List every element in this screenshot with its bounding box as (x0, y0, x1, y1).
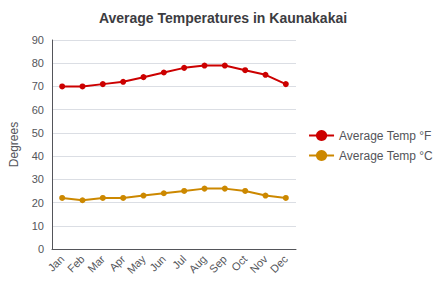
svg-text:Jan: Jan (45, 253, 66, 274)
svg-text:Oct: Oct (229, 253, 250, 274)
svg-text:10: 10 (32, 220, 44, 232)
svg-text:May: May (125, 252, 149, 276)
svg-text:Jul: Jul (170, 253, 188, 271)
svg-text:Average Temp °C: Average Temp °C (339, 149, 433, 163)
svg-text:40: 40 (32, 150, 44, 162)
svg-text:Aug: Aug (186, 253, 208, 275)
svg-text:60: 60 (32, 104, 44, 116)
svg-text:Dec: Dec (268, 252, 291, 275)
svg-text:Apr: Apr (107, 253, 128, 274)
svg-text:80: 80 (32, 57, 44, 69)
svg-text:70: 70 (32, 80, 44, 92)
svg-text:Feb: Feb (65, 253, 87, 275)
svg-text:30: 30 (32, 173, 44, 185)
svg-text:Average Temperatures in Kaunak: Average Temperatures in Kaunakakai (99, 10, 347, 26)
svg-text:0: 0 (38, 243, 44, 255)
svg-text:Sep: Sep (207, 253, 229, 275)
svg-text:Average Temp °F: Average Temp °F (339, 129, 431, 143)
svg-text:90: 90 (32, 34, 44, 46)
svg-text:Nov: Nov (247, 252, 270, 275)
svg-text:Jun: Jun (147, 253, 168, 274)
svg-text:Degrees: Degrees (7, 122, 21, 167)
svg-text:Mar: Mar (85, 253, 107, 275)
svg-text:50: 50 (32, 127, 44, 139)
svg-text:20: 20 (32, 197, 44, 209)
